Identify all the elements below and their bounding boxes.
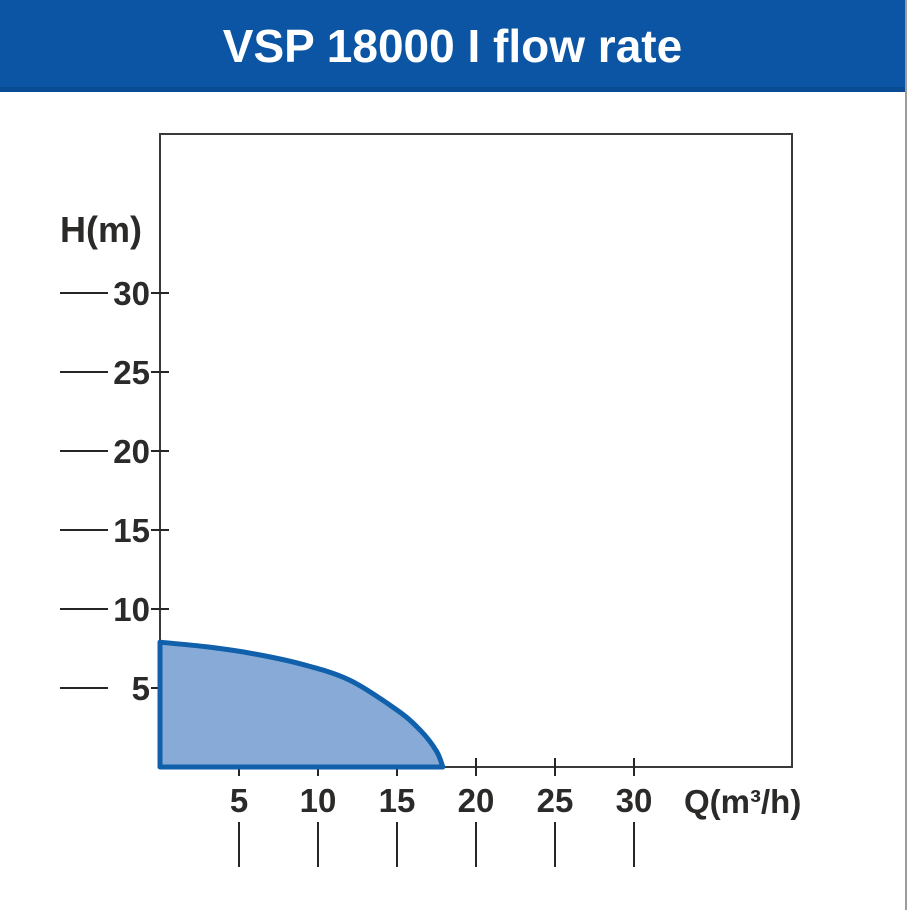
y-tick-label: 10 [113, 591, 150, 628]
x-tick-label: 25 [537, 782, 574, 819]
y-axis-title: H(m) [60, 209, 142, 250]
x-tick-label: 30 [616, 782, 653, 819]
y-tick-label: 5 [132, 670, 150, 707]
header-bar: VSP 18000 I flow rate [0, 0, 905, 92]
y-tick-label: 15 [113, 512, 150, 549]
y-tick-label: 30 [113, 275, 150, 312]
x-tick-label: 20 [458, 782, 495, 819]
x-tick-label: 5 [230, 782, 248, 819]
x-axis-title: Q(m³/h) [684, 783, 802, 820]
page-right-edge [905, 0, 907, 910]
chart-title: VSP 18000 I flow rate [222, 20, 683, 72]
flow-head-curve-area [157, 639, 446, 770]
x-tick-label: 10 [300, 782, 337, 819]
x-tick-label: 15 [379, 782, 416, 819]
y-tick-label: 20 [113, 433, 150, 470]
y-tick-label: 25 [113, 354, 150, 391]
